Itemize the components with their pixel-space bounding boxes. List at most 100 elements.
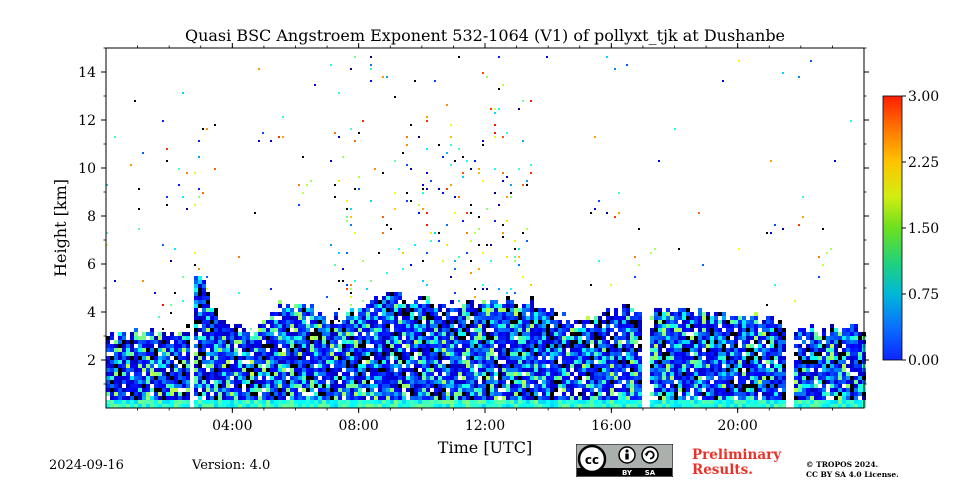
heatmap-cell (458, 320, 462, 324)
heatmap-cell (630, 332, 634, 336)
heatmap-cell (538, 324, 542, 328)
heatmap-cell (214, 356, 218, 360)
heatmap-cell (198, 156, 200, 158)
heatmap-cell (186, 324, 190, 328)
heatmap-cell (374, 340, 378, 344)
heatmap-cell (818, 376, 822, 380)
heatmap-cell (606, 308, 610, 312)
heatmap-cell (262, 372, 266, 376)
heatmap-cell (470, 320, 474, 324)
heatmap-cell (538, 336, 542, 340)
heatmap-cell (442, 384, 446, 388)
heatmap-cell (330, 344, 334, 348)
heatmap-cell (690, 348, 694, 352)
heatmap-cell (774, 400, 778, 404)
heatmap-cell (778, 368, 782, 372)
heatmap-cell (738, 372, 742, 376)
heatmap-cell (818, 344, 822, 348)
heatmap-cell (262, 352, 266, 356)
heatmap-cell (278, 380, 282, 384)
heatmap-cell (290, 352, 294, 356)
heatmap-cell (294, 304, 298, 308)
heatmap-cell (374, 360, 378, 364)
heatmap-cell (714, 328, 718, 332)
heatmap-cell (702, 324, 706, 328)
heatmap-cell (534, 356, 538, 360)
heatmap-cell (594, 404, 598, 408)
heatmap-cell (502, 316, 506, 320)
heatmap-cell (498, 368, 502, 372)
heatmap-cell (258, 372, 262, 376)
heatmap-cell (618, 344, 622, 348)
heatmap-cell (774, 348, 778, 352)
heatmap-cell (614, 356, 618, 360)
heatmap-cell (530, 376, 534, 380)
heatmap-cell (338, 328, 342, 332)
heatmap-cell (658, 352, 662, 356)
license-line-2: CC BY SA 4.0 License. (806, 470, 899, 479)
heatmap-cell (706, 356, 710, 360)
heatmap-cell (526, 364, 530, 368)
heatmap-cell (742, 336, 746, 340)
heatmap-cell (550, 340, 554, 344)
heatmap-cell (166, 352, 170, 356)
heatmap-cell (362, 340, 366, 344)
heatmap-cell (290, 368, 294, 372)
heatmap-cell (138, 348, 142, 352)
heatmap-cell (714, 396, 718, 400)
heatmap-cell (550, 400, 554, 404)
heatmap-cell (270, 360, 274, 364)
heatmap-cell (570, 384, 574, 388)
heatmap-cell (650, 340, 654, 344)
heatmap-cell (518, 108, 520, 110)
heatmap-cell (298, 328, 302, 332)
heatmap-cell (674, 368, 678, 372)
heatmap-cell (366, 356, 370, 360)
heatmap-cell (258, 400, 262, 404)
heatmap-cell (130, 388, 134, 392)
heatmap-cell (782, 372, 786, 376)
heatmap-cell (670, 376, 674, 380)
heatmap-cell (538, 404, 542, 408)
heatmap-cell (418, 328, 422, 332)
heatmap-cell (730, 384, 734, 388)
heatmap-cell (286, 308, 290, 312)
heatmap-cell (494, 304, 498, 308)
heatmap-cell (778, 356, 782, 360)
heatmap-cell (422, 296, 426, 300)
heatmap-cell (634, 340, 638, 344)
heatmap-cell (654, 360, 658, 364)
heatmap-cell (474, 308, 478, 312)
heatmap-cell (574, 364, 578, 368)
heatmap-cell (606, 392, 610, 396)
heatmap-cell (374, 356, 378, 360)
heatmap-cell (766, 332, 770, 336)
heatmap-cell (698, 348, 702, 352)
heatmap-cell (338, 368, 342, 372)
heatmap-cell (258, 404, 262, 408)
heatmap-cell (850, 376, 854, 380)
heatmap-cell (402, 252, 404, 254)
heatmap-cell (450, 332, 454, 336)
heatmap-cell (498, 392, 502, 396)
heatmap-cell (382, 76, 384, 78)
heatmap-cell (278, 396, 282, 400)
heatmap-cell (406, 164, 408, 166)
heatmap-cell (498, 352, 502, 356)
heatmap-cell (218, 376, 222, 380)
heatmap-cell (678, 384, 682, 388)
heatmap-cell (666, 360, 670, 364)
heatmap-cell (474, 400, 478, 404)
heatmap-cell (338, 332, 342, 336)
heatmap-cell (758, 336, 762, 340)
heatmap-cell (334, 184, 336, 186)
heatmap-cell (138, 364, 142, 368)
heatmap-cell (662, 328, 666, 332)
heatmap-cell (502, 392, 506, 396)
heatmap-cell (106, 360, 110, 364)
heatmap-cell (658, 392, 662, 396)
heatmap-cell (274, 396, 278, 400)
heatmap-cell (122, 352, 126, 356)
heatmap-cell (746, 340, 750, 344)
heatmap-cell (650, 332, 654, 336)
